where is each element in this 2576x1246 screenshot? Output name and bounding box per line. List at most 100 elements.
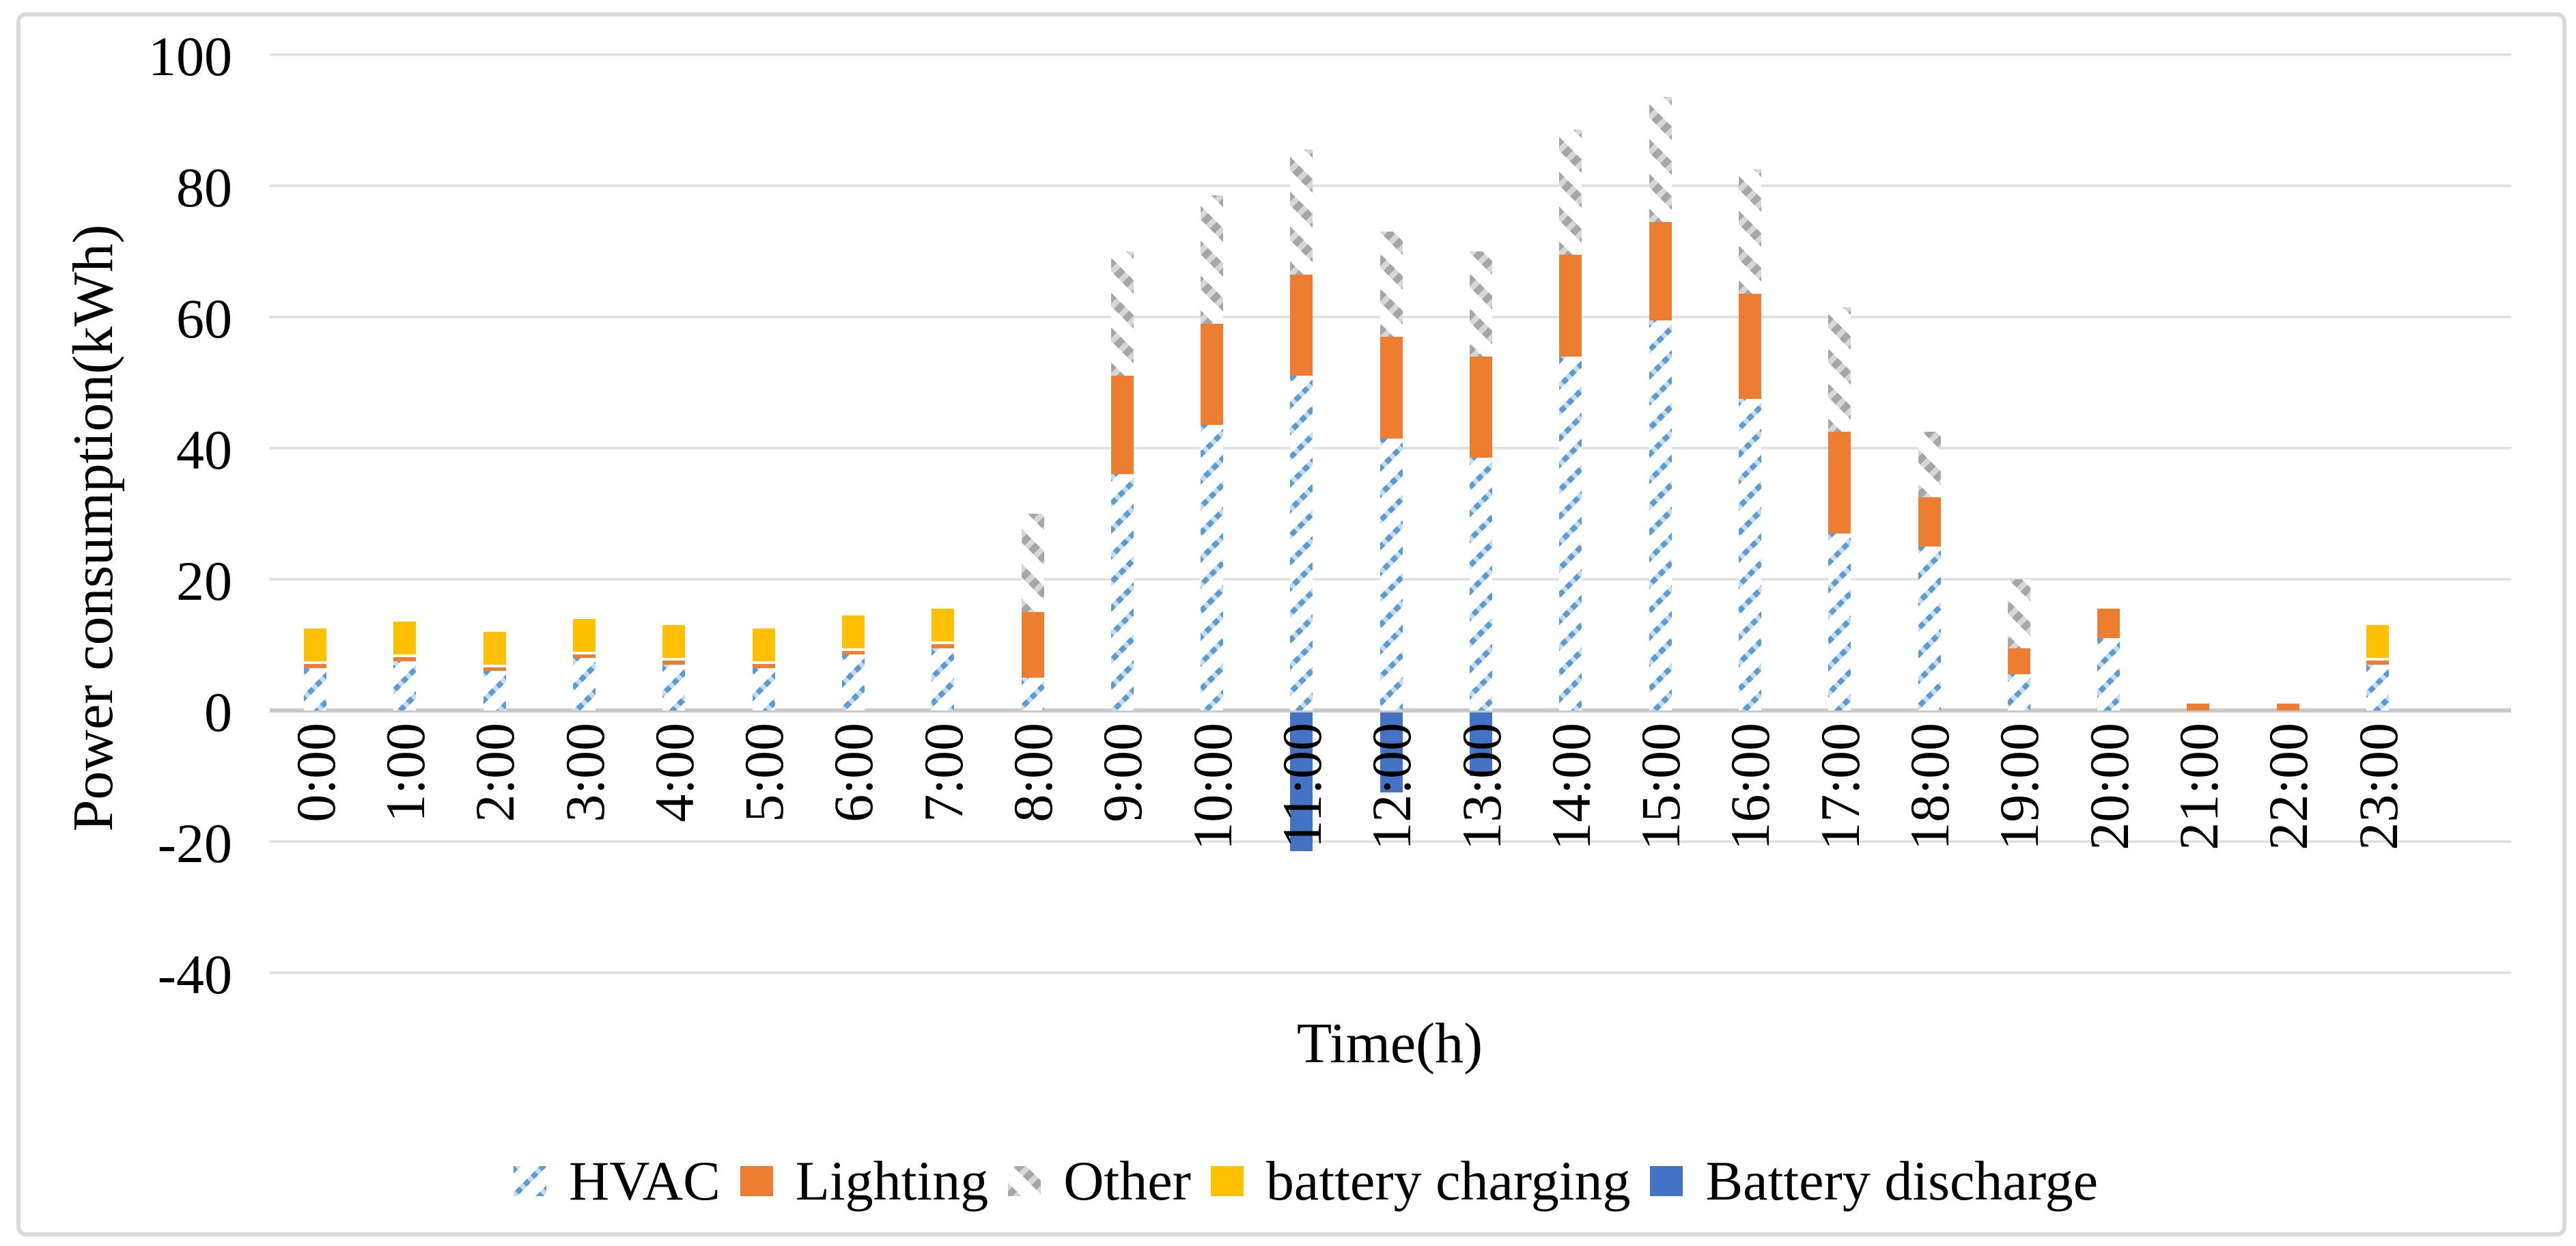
x-tick-label: 12:00 — [1360, 723, 1423, 850]
bar-segment-hvac — [1649, 320, 1672, 710]
bar-segment-other — [1649, 97, 1672, 222]
y-tick-label: 60 — [176, 288, 232, 350]
y-axis-title: Power consumption(kWh) — [61, 224, 125, 832]
y-tick-label: -20 — [157, 812, 232, 874]
bar-segment-hvac — [483, 671, 506, 710]
bar-segment-lighting — [841, 648, 865, 655]
bar-segment-lighting — [1380, 336, 1403, 439]
y-tick-label: 40 — [176, 419, 232, 481]
bar-segment-battery-charging — [393, 622, 417, 658]
bar-segment-lighting — [304, 661, 327, 668]
legend: HVAC Lighting Other battery charging Battery… — [514, 1153, 2098, 1209]
x-tick-label: 14:00 — [1539, 723, 1602, 850]
gridline — [270, 184, 2511, 187]
legend-label: Battery discharge — [1705, 1150, 2099, 1212]
bar-segment-hvac — [393, 661, 417, 710]
y-tick-label: 80 — [176, 156, 232, 219]
x-tick-label: 8:00 — [1002, 723, 1064, 822]
bar-segment-lighting — [1201, 323, 1224, 426]
y-tick-label: 0 — [204, 681, 232, 743]
bar-segment-hvac — [573, 658, 596, 710]
legend-item-other: Other — [1008, 1153, 1191, 1209]
bar-segment-battery-charging — [573, 618, 596, 654]
bar-segment-other — [2007, 579, 2030, 648]
bar-segment-other — [1290, 150, 1313, 275]
bar-segment-hvac — [932, 648, 955, 710]
bar-segment-hvac — [1918, 546, 1941, 710]
x-tick-label: 21:00 — [2167, 723, 2230, 850]
x-tick-label: 4:00 — [643, 723, 705, 822]
x-axis-title: Time(h) — [1296, 1012, 1483, 1075]
bar-segment-hvac — [1380, 438, 1403, 710]
bar-segment-lighting — [2097, 609, 2120, 639]
bar-segment-battery-charging — [304, 628, 327, 664]
bar-segment-lighting — [2276, 704, 2299, 710]
bar-segment-battery-charging — [932, 609, 955, 645]
legend-label: battery charging — [1265, 1150, 1631, 1212]
x-tick-label: 5:00 — [733, 723, 796, 822]
y-tick-label: 100 — [148, 25, 232, 87]
legend-swatch-icon — [1650, 1166, 1683, 1196]
bar-segment-lighting — [393, 654, 417, 661]
bar-segment-hvac — [752, 667, 775, 710]
bar-segment-lighting — [1828, 432, 1851, 534]
legend-item-hvac: HVAC — [514, 1153, 720, 1209]
bar-segment-other — [1828, 307, 1851, 432]
bar-segment-battery-charging — [752, 628, 775, 664]
legend-swatch-icon — [1210, 1166, 1244, 1196]
x-tick-label: 15:00 — [1629, 723, 1692, 850]
bar-segment-lighting — [2366, 658, 2389, 665]
bar-segment-lighting — [1559, 254, 1582, 357]
bar-segment-other — [1470, 251, 1492, 357]
x-tick-label: 10:00 — [1181, 723, 1244, 850]
bar-segment-lighting — [1021, 612, 1044, 678]
bar-segment-lighting — [2007, 648, 2030, 675]
bar-segment-hvac — [1201, 425, 1224, 710]
bar-segment-lighting — [1110, 376, 1134, 475]
bar-segment-lighting — [752, 661, 775, 668]
legend-swatch-icon — [740, 1166, 773, 1196]
x-tick-label: 13:00 — [1450, 723, 1513, 850]
bar-segment-lighting — [1470, 356, 1492, 458]
x-tick-label: 3:00 — [553, 723, 616, 822]
x-tick-label: 0:00 — [284, 723, 347, 822]
x-tick-label: 16:00 — [1719, 723, 1782, 850]
y-tick-label: 20 — [176, 550, 232, 612]
bar-segment-lighting — [1290, 274, 1313, 376]
legend-item-battery-discharge: Battery discharge — [1650, 1153, 2098, 1209]
gridline — [270, 840, 2511, 843]
bar-segment-other — [1201, 195, 1224, 324]
bar-segment-battery-discharge — [1380, 712, 1403, 792]
bar-segment-other — [1559, 130, 1582, 255]
x-tick-label: 6:00 — [822, 723, 885, 822]
x-tick-label: 9:00 — [1091, 723, 1154, 822]
gridline — [270, 53, 2511, 56]
bar-segment-hvac — [841, 654, 865, 710]
bar-segment-battery-discharge — [1290, 712, 1313, 852]
bar-segment-hvac — [1559, 356, 1582, 710]
legend-swatch-icon — [514, 1166, 546, 1196]
bar-segment-hvac — [2097, 638, 2120, 710]
bar-segment-hvac — [1470, 458, 1492, 710]
x-tick-label: 11:00 — [1270, 723, 1333, 848]
bar-segment-hvac — [1828, 533, 1851, 710]
legend-item-battery-charging: battery charging — [1210, 1150, 1631, 1212]
bar-segment-battery-charging — [2366, 625, 2389, 661]
y-tick-label: -40 — [157, 943, 232, 1006]
gridline — [270, 971, 2511, 974]
x-tick-label: 2:00 — [464, 723, 527, 822]
bar-segment-other — [1738, 169, 1761, 294]
bar-segment-other — [1380, 232, 1403, 337]
x-tick-label: 19:00 — [1988, 723, 2051, 850]
bar-segment-other — [1110, 251, 1134, 376]
bar-segment-battery-charging — [662, 625, 686, 661]
bar-segment-battery-charging — [841, 615, 865, 651]
bar-segment-hvac — [1021, 678, 1044, 710]
bar-segment-hvac — [1290, 376, 1313, 710]
bar-segment-lighting — [1918, 497, 1941, 546]
legend-label: Other — [1063, 1150, 1191, 1212]
bar-segment-battery-charging — [483, 631, 506, 667]
bar-segment-lighting — [1738, 294, 1761, 399]
